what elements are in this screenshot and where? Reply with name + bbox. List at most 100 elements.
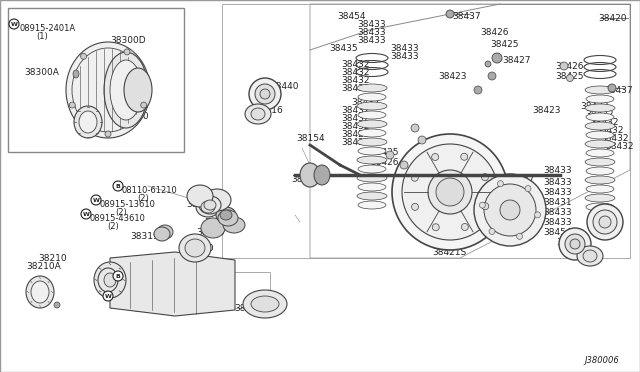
Text: 38433: 38433 xyxy=(543,178,572,187)
Text: 38425: 38425 xyxy=(370,148,399,157)
Ellipse shape xyxy=(599,216,611,228)
Text: 38425: 38425 xyxy=(490,40,518,49)
Ellipse shape xyxy=(431,154,438,161)
Ellipse shape xyxy=(386,151,394,159)
Text: J380006: J380006 xyxy=(584,356,619,365)
Text: 38432: 38432 xyxy=(341,76,369,85)
Ellipse shape xyxy=(586,167,614,175)
Ellipse shape xyxy=(432,224,439,231)
Ellipse shape xyxy=(560,62,568,70)
Ellipse shape xyxy=(585,140,615,148)
Text: 38432: 38432 xyxy=(585,110,614,119)
Ellipse shape xyxy=(124,68,152,112)
Ellipse shape xyxy=(358,147,386,155)
Text: 38426: 38426 xyxy=(341,138,369,147)
Ellipse shape xyxy=(358,111,386,119)
Text: 38433: 38433 xyxy=(390,52,419,61)
Ellipse shape xyxy=(204,200,216,210)
Ellipse shape xyxy=(484,184,536,236)
Text: 38437: 38437 xyxy=(506,174,534,183)
Text: 38437: 38437 xyxy=(351,98,380,107)
Ellipse shape xyxy=(585,194,615,202)
Ellipse shape xyxy=(586,149,614,157)
Circle shape xyxy=(91,195,101,205)
Text: 38433: 38433 xyxy=(357,28,386,37)
Ellipse shape xyxy=(534,212,541,218)
Text: 38432: 38432 xyxy=(341,60,369,69)
Ellipse shape xyxy=(357,192,387,200)
Text: 38300: 38300 xyxy=(74,124,103,133)
Text: 38427: 38427 xyxy=(502,56,531,65)
Text: 08915-43610: 08915-43610 xyxy=(90,214,146,223)
Ellipse shape xyxy=(199,196,221,214)
Ellipse shape xyxy=(141,102,147,108)
Ellipse shape xyxy=(492,53,502,63)
Ellipse shape xyxy=(358,183,386,191)
Ellipse shape xyxy=(185,239,205,257)
Text: 38435: 38435 xyxy=(560,238,589,247)
Ellipse shape xyxy=(485,61,491,67)
Text: 38300D: 38300D xyxy=(110,36,146,45)
Ellipse shape xyxy=(402,144,498,240)
Ellipse shape xyxy=(585,176,615,184)
Ellipse shape xyxy=(104,273,116,287)
Text: 38210: 38210 xyxy=(38,254,67,263)
Text: 38300A: 38300A xyxy=(24,68,59,77)
Text: 38432: 38432 xyxy=(341,106,369,115)
Circle shape xyxy=(103,291,113,301)
Text: 09113-0086P: 09113-0086P xyxy=(126,276,182,285)
Text: 38320: 38320 xyxy=(120,112,148,121)
Ellipse shape xyxy=(577,246,603,266)
Text: 38433: 38433 xyxy=(543,208,572,217)
Ellipse shape xyxy=(216,207,236,223)
Text: 38319: 38319 xyxy=(130,232,159,241)
Ellipse shape xyxy=(400,161,408,169)
Bar xyxy=(115,272,270,308)
Circle shape xyxy=(113,271,123,281)
Text: 38421S: 38421S xyxy=(432,248,467,257)
Ellipse shape xyxy=(474,174,546,246)
Ellipse shape xyxy=(357,174,387,182)
Text: 38189: 38189 xyxy=(186,200,215,209)
Ellipse shape xyxy=(587,204,623,240)
Ellipse shape xyxy=(201,218,225,238)
Text: 38426: 38426 xyxy=(370,158,399,167)
Ellipse shape xyxy=(98,268,118,292)
Circle shape xyxy=(113,181,123,191)
Ellipse shape xyxy=(218,210,238,226)
Text: 38426: 38426 xyxy=(555,62,584,71)
Text: 38432: 38432 xyxy=(595,126,623,135)
Ellipse shape xyxy=(94,262,126,298)
Text: 38432: 38432 xyxy=(605,142,634,151)
Text: 38440: 38440 xyxy=(270,82,298,91)
Text: 38437: 38437 xyxy=(452,12,481,21)
Text: 38432: 38432 xyxy=(341,122,369,131)
Ellipse shape xyxy=(81,53,86,59)
Ellipse shape xyxy=(260,89,270,99)
Ellipse shape xyxy=(249,78,281,110)
Text: W: W xyxy=(93,198,99,202)
Text: 38440: 38440 xyxy=(556,238,584,247)
Ellipse shape xyxy=(418,136,426,144)
Ellipse shape xyxy=(583,250,597,262)
Ellipse shape xyxy=(586,131,614,139)
Ellipse shape xyxy=(357,84,387,92)
Bar xyxy=(8,8,184,152)
Ellipse shape xyxy=(110,60,142,120)
Ellipse shape xyxy=(436,178,464,206)
Ellipse shape xyxy=(358,93,386,101)
Text: 38432: 38432 xyxy=(600,134,628,143)
Ellipse shape xyxy=(243,290,287,318)
Text: 38423: 38423 xyxy=(532,106,561,115)
Text: 38433: 38433 xyxy=(390,44,419,53)
Text: 38432: 38432 xyxy=(341,68,369,77)
Ellipse shape xyxy=(497,181,504,187)
Ellipse shape xyxy=(608,84,616,92)
Ellipse shape xyxy=(201,201,215,213)
Ellipse shape xyxy=(481,174,488,181)
Text: 38433: 38433 xyxy=(543,166,572,175)
Ellipse shape xyxy=(79,111,97,133)
Ellipse shape xyxy=(585,86,615,94)
Text: 08110-61210: 08110-61210 xyxy=(122,186,178,195)
Text: 38435: 38435 xyxy=(329,44,358,53)
